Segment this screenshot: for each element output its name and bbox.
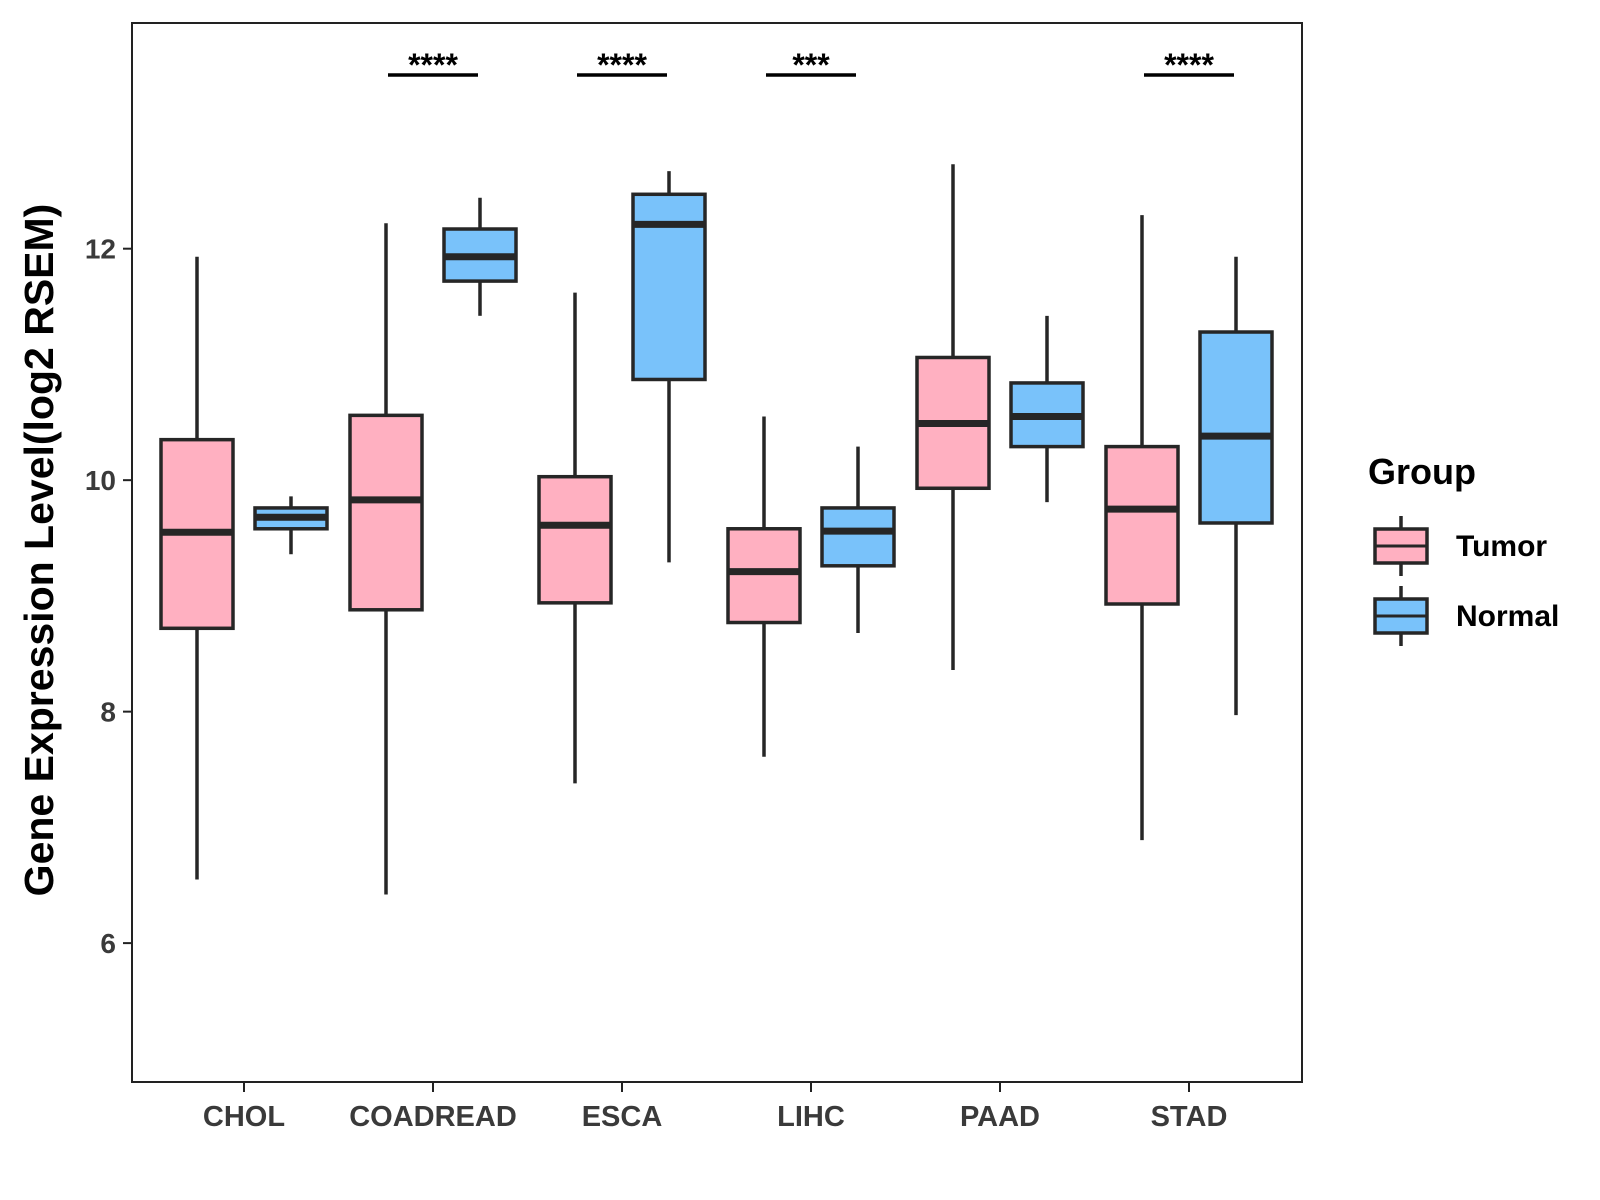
box-normal-coadread bbox=[442, 197, 518, 316]
significance-lihc: *** bbox=[766, 47, 856, 83]
box-iqr bbox=[348, 413, 424, 612]
legend-label: Tumor bbox=[1456, 530, 1547, 563]
legend-entry-tumor: Tumor bbox=[1373, 516, 1547, 576]
significance-esca: **** bbox=[577, 47, 667, 83]
axes: 6 8 10 12 CHOL COADREAD ESCA LIHC PAAD STAD bbox=[85, 22, 1303, 1133]
x-tick-label: ESCA bbox=[582, 1101, 663, 1133]
box-tumor-chol bbox=[159, 256, 235, 880]
box-normal-lihc bbox=[820, 446, 896, 633]
y-axis-title: Gene Expression Level(log2 RSEM) bbox=[16, 204, 62, 897]
box-normal-esca bbox=[631, 171, 707, 563]
legend-label: Normal bbox=[1456, 600, 1559, 633]
box-normal-paad bbox=[1009, 315, 1085, 503]
x-tick-label: LIHC bbox=[777, 1101, 845, 1133]
y-tick-label: 6 bbox=[100, 928, 116, 959]
y-tick-label: 10 bbox=[85, 465, 116, 496]
box-tumor-esca bbox=[537, 292, 613, 784]
significance-stad: **** bbox=[1144, 47, 1234, 83]
box-tumor-lihc bbox=[726, 416, 802, 757]
box-iqr bbox=[1198, 330, 1274, 525]
x-tick-label: COADREAD bbox=[349, 1101, 517, 1133]
box-iqr bbox=[820, 506, 896, 568]
plot-area: **** **** *** **** bbox=[159, 47, 1274, 895]
significance-label: *** bbox=[792, 47, 830, 83]
box-tumor-stad bbox=[1104, 215, 1180, 841]
box-iqr bbox=[1104, 444, 1180, 606]
box-iqr bbox=[537, 474, 613, 605]
box-iqr bbox=[726, 527, 802, 625]
x-tick-label: CHOL bbox=[203, 1101, 285, 1133]
x-tick-label: PAAD bbox=[960, 1101, 1040, 1133]
x-tick-label: STAD bbox=[1151, 1101, 1228, 1133]
plot-border bbox=[131, 22, 1303, 1083]
legend: Group Tumor Normal bbox=[1368, 451, 1559, 646]
box-tumor-coadread bbox=[348, 223, 424, 895]
box-normal-stad bbox=[1198, 256, 1274, 716]
y-tick-label: 8 bbox=[100, 697, 116, 728]
significance-label: **** bbox=[1164, 47, 1214, 83]
legend-entry-normal: Normal bbox=[1373, 586, 1559, 646]
significance-label: **** bbox=[408, 47, 458, 83]
box-normal-chol bbox=[253, 496, 329, 555]
box-tumor-paad bbox=[915, 164, 991, 670]
significance-label: **** bbox=[597, 47, 647, 83]
significance-coadread: **** bbox=[388, 47, 478, 83]
legend-title: Group bbox=[1368, 451, 1476, 492]
y-tick-label: 12 bbox=[85, 234, 116, 265]
